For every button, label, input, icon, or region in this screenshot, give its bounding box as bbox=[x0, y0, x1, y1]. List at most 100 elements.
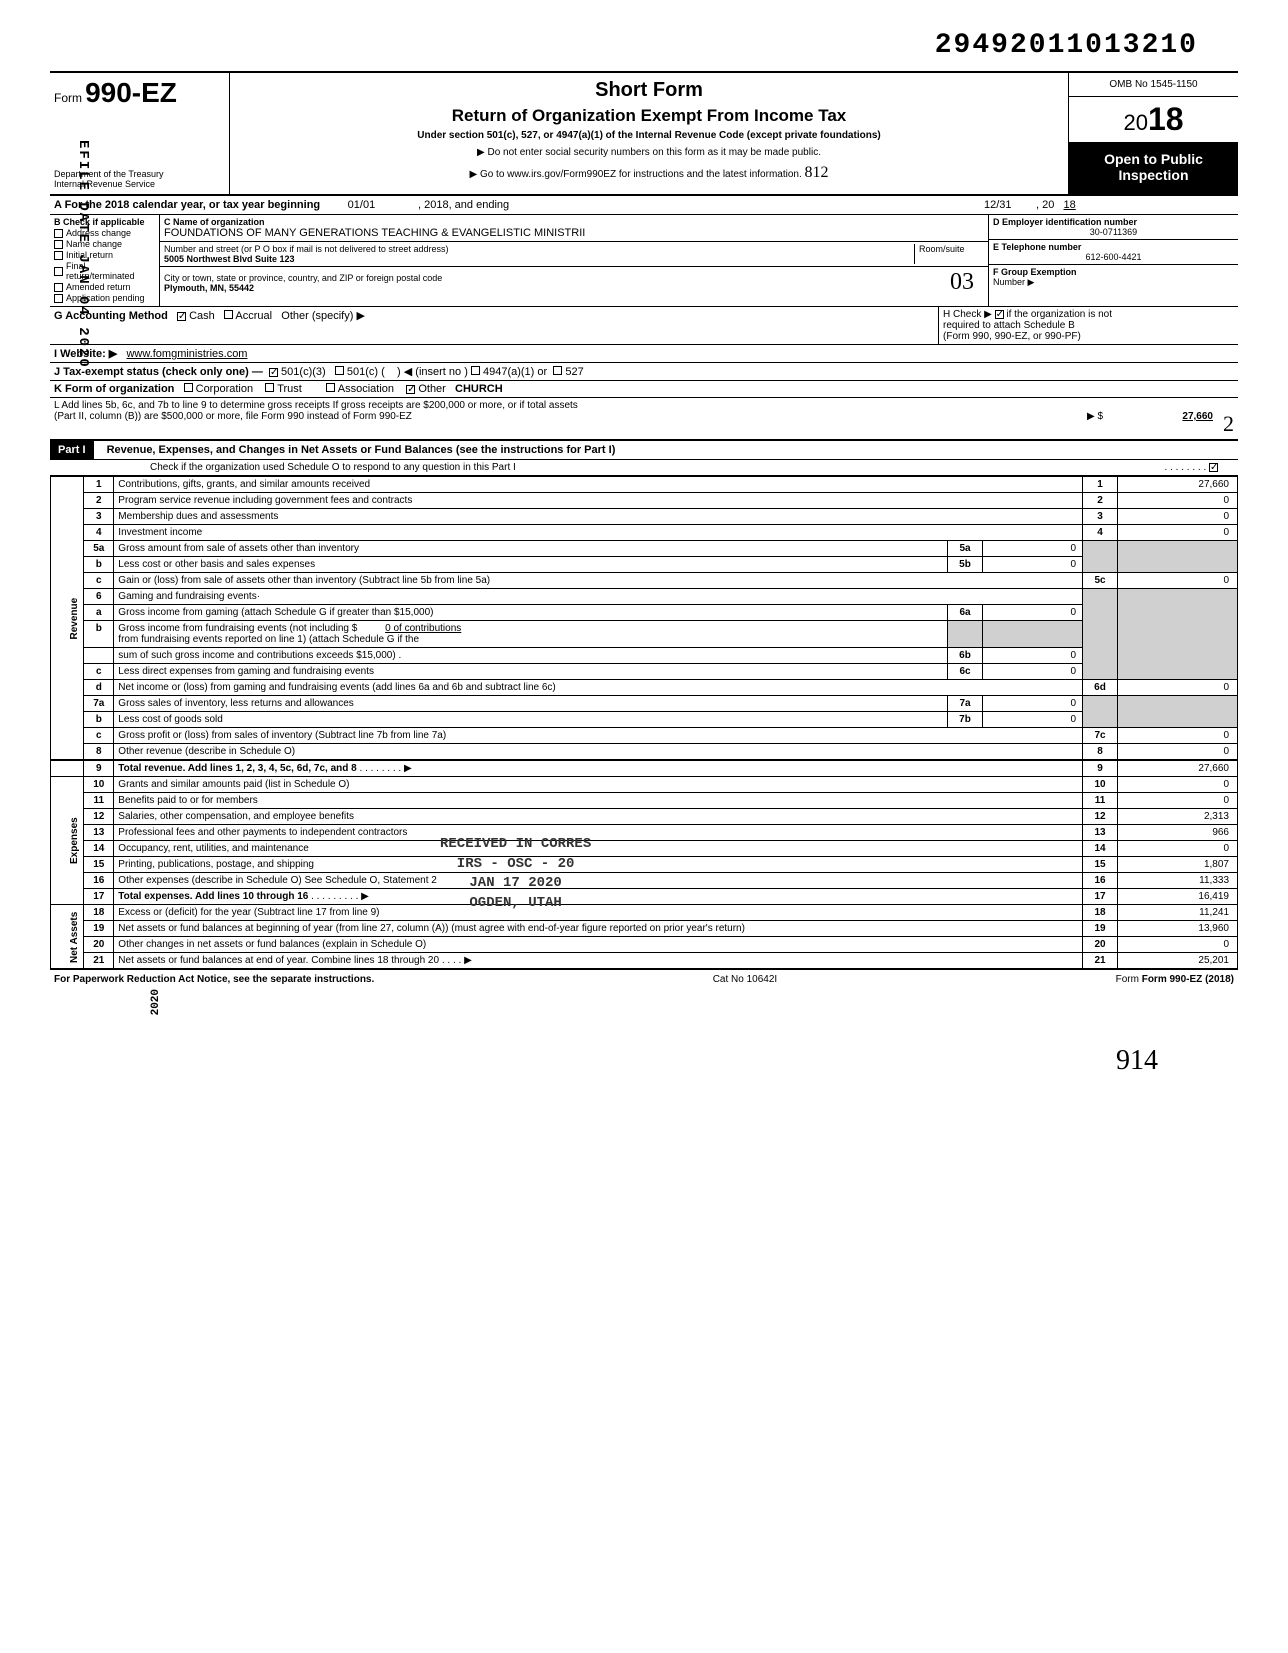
city-state-zip: Plymouth, MN, 55442 bbox=[164, 283, 254, 293]
column-d: D Employer identification number 30-0711… bbox=[988, 215, 1238, 306]
name-label: C Name of organization bbox=[164, 217, 265, 227]
group-number-label: Number ▶ bbox=[993, 277, 1034, 287]
ein-row: D Employer identification number 30-0711… bbox=[989, 215, 1238, 240]
handwritten-812: 812 bbox=[805, 164, 829, 181]
cb-app-pending[interactable]: Application pending bbox=[54, 293, 155, 303]
cb-final-return[interactable]: Final return/terminated bbox=[54, 261, 155, 281]
table-row: 11Benefits paid to or for members110 bbox=[51, 793, 1238, 809]
cb-name-change[interactable]: Name change bbox=[54, 239, 155, 249]
footer-catno: Cat No 10642I bbox=[713, 974, 778, 985]
table-row: cGain or (loss) from sale of assets othe… bbox=[51, 573, 1238, 589]
form-number: 990-EZ bbox=[85, 77, 177, 108]
header-center: Short Form Return of Organization Exempt… bbox=[230, 73, 1068, 194]
cb-501c3[interactable] bbox=[269, 368, 278, 377]
tax-year-end: 18 bbox=[1064, 199, 1076, 211]
part1-header-row: Part I Revenue, Expenses, and Changes in… bbox=[50, 441, 1238, 460]
year-stamp-2020: 2020 bbox=[150, 989, 162, 1015]
tax-year-end-month: 12/31 bbox=[984, 199, 1012, 211]
table-row: bLess cost or other basis and sales expe… bbox=[51, 557, 1238, 573]
g-label: G Accounting Method bbox=[54, 310, 168, 322]
open-to-public: Open to Public Inspection bbox=[1069, 143, 1238, 194]
cb-501c[interactable] bbox=[335, 366, 344, 375]
section-bcd: B Check if applicable Address change Nam… bbox=[50, 215, 1238, 307]
table-row: dNet income or (loss) from gaming and fu… bbox=[51, 680, 1238, 696]
cb-corp[interactable] bbox=[184, 383, 193, 392]
short-form-title: Short Form bbox=[236, 79, 1062, 102]
line1-desc: Contributions, gifts, grants, and simila… bbox=[114, 477, 1083, 493]
year-prefix: 20 bbox=[1123, 110, 1147, 135]
form-footer: For Paperwork Reduction Act Notice, see … bbox=[50, 969, 1238, 989]
table-row: 15Printing, publications, postage, and s… bbox=[51, 857, 1238, 873]
goto-text: ▶ Go to www.irs.gov/Form990EZ for instru… bbox=[469, 169, 801, 180]
expenses-side-label: Expenses bbox=[51, 777, 84, 905]
table-row: 21Net assets or fund balances at end of … bbox=[51, 953, 1238, 969]
table-row: 7aGross sales of inventory, less returns… bbox=[51, 696, 1238, 712]
cb-other-org[interactable] bbox=[406, 385, 415, 394]
end-year-prefix: , 20 bbox=[1036, 199, 1054, 211]
ein-value: 30-0711369 bbox=[993, 227, 1234, 237]
cb-accrual[interactable] bbox=[224, 310, 233, 319]
org-type-value: CHURCH bbox=[455, 383, 503, 395]
cb-assoc[interactable] bbox=[326, 383, 335, 392]
form-label: Form bbox=[54, 91, 82, 105]
l-arrow: ▶ $ bbox=[1087, 411, 1103, 437]
table-row: 17Total expenses. Add lines 10 through 1… bbox=[51, 889, 1238, 905]
line-h: H Check ▶ if the organization is not req… bbox=[938, 307, 1238, 344]
cb-amended[interactable]: Amended return bbox=[54, 282, 155, 292]
cb-cash[interactable] bbox=[177, 312, 186, 321]
table-row: Net Assets 18Excess or (deficit) for the… bbox=[51, 905, 1238, 921]
cb-4947[interactable] bbox=[471, 366, 480, 375]
addr-label: Number and street (or P O box if mail is… bbox=[164, 244, 448, 254]
b-header: B Check if applicable bbox=[54, 217, 145, 227]
cb-schedule-o[interactable] bbox=[1209, 463, 1218, 472]
cb-527[interactable] bbox=[553, 366, 562, 375]
l-text2: (Part II, column (B)) are $500,000 or mo… bbox=[54, 411, 1087, 437]
table-row: 20Other changes in net assets or fund ba… bbox=[51, 937, 1238, 953]
tax-year-begin: 01/01 bbox=[348, 199, 376, 211]
table-row: cLess direct expenses from gaming and fu… bbox=[51, 664, 1238, 680]
cb-initial-return[interactable]: Initial return bbox=[54, 250, 155, 260]
signature: 914 bbox=[50, 1045, 1238, 1077]
stamp-line3: JAN 17 2020 bbox=[440, 874, 591, 894]
ssn-warning: ▶ Do not enter social security numbers o… bbox=[236, 147, 1062, 158]
header-right: OMB No 1545-1150 2018 Open to Public Ins… bbox=[1068, 73, 1238, 194]
website-value: www.fomgministries.com bbox=[126, 348, 247, 360]
l-text1: L Add lines 5b, 6c, and 7b to line 9 to … bbox=[54, 400, 1234, 411]
column-b: B Check if applicable Address change Nam… bbox=[50, 215, 160, 306]
handwritten-2: 2 bbox=[1223, 411, 1234, 437]
line-a-label: A For the 2018 calendar year, or tax yea… bbox=[54, 199, 320, 211]
k-label: K Form of organization bbox=[54, 383, 174, 395]
cb-trust[interactable] bbox=[265, 383, 274, 392]
part1-check-text: Check if the organization used Schedule … bbox=[150, 462, 516, 473]
tax-year: 2018 bbox=[1069, 97, 1238, 143]
open-line2: Inspection bbox=[1073, 167, 1234, 183]
table-row: 6Gaming and fundraising events· bbox=[51, 589, 1238, 605]
room-label: Room/suite bbox=[919, 244, 965, 254]
stamp-line2: IRS - OSC - 20 bbox=[440, 855, 591, 875]
line-k: K Form of organization Corporation Trust… bbox=[50, 381, 1238, 398]
netassets-side-label: Net Assets bbox=[51, 905, 84, 969]
return-title: Return of Organization Exempt From Incom… bbox=[236, 106, 1062, 126]
table-row: Expenses 10Grants and similar amounts pa… bbox=[51, 777, 1238, 793]
cb-address-change[interactable]: Address change bbox=[54, 228, 155, 238]
line-a-mid: , 2018, and ending bbox=[418, 199, 509, 211]
table-row: 4Investment income40 bbox=[51, 525, 1238, 541]
line-j: J Tax-exempt status (check only one) — 5… bbox=[50, 363, 1238, 381]
cb-schedule-b[interactable] bbox=[995, 310, 1004, 319]
line1-amt: 27,660 bbox=[1118, 477, 1238, 493]
table-row: 19Net assets or fund balances at beginni… bbox=[51, 921, 1238, 937]
table-row: cGross profit or (loss) from sales of in… bbox=[51, 728, 1238, 744]
group-label: F Group Exemption bbox=[993, 267, 1077, 277]
line-a: A For the 2018 calendar year, or tax yea… bbox=[50, 196, 1238, 215]
city-row: City or town, state or province, country… bbox=[160, 267, 988, 298]
form-header: Form 990-EZ Department of the Treasury I… bbox=[50, 71, 1238, 196]
addr-row: Number and street (or P O box if mail is… bbox=[160, 242, 988, 267]
stamp-line1: RECEIVED IN CORRES bbox=[440, 835, 591, 855]
table-row: 12Salaries, other compensation, and empl… bbox=[51, 809, 1238, 825]
part1-label: Part I bbox=[50, 441, 94, 459]
table-row: 3Membership dues and assessments30 bbox=[51, 509, 1238, 525]
line-i: I Website: ▶ www.fomgministries.com bbox=[50, 345, 1238, 363]
street-address: 5005 Northwest Blvd Suite 123 bbox=[164, 254, 295, 264]
stamp-line4: OGDEN, UTAH bbox=[440, 894, 591, 914]
goto-url: ▶ Go to www.irs.gov/Form990EZ for instru… bbox=[236, 164, 1062, 182]
